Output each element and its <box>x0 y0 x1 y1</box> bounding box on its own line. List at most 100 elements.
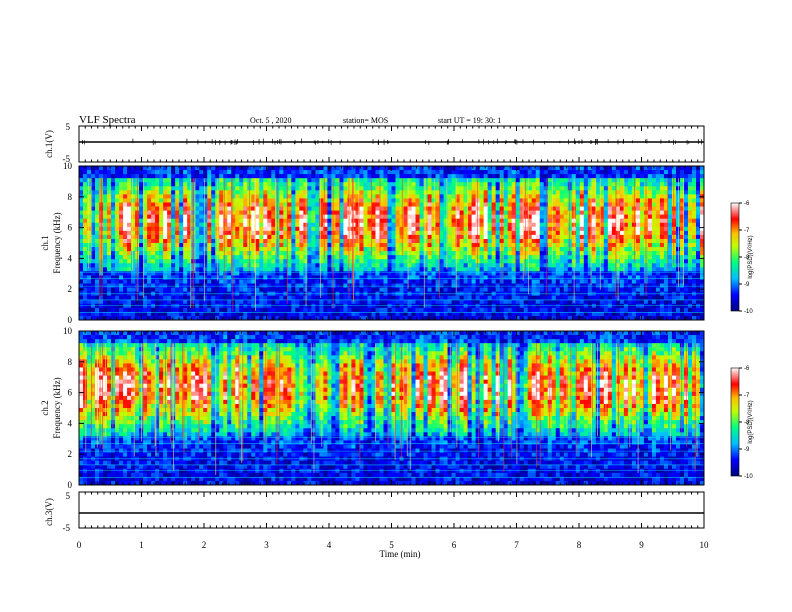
spectrogram-cell <box>555 186 561 191</box>
spectrogram-cell <box>291 267 296 272</box>
spectrogram-cell <box>343 206 348 211</box>
spectrogram-cell <box>123 186 128 191</box>
spectrogram-cell <box>439 194 444 199</box>
spectrogram-cell <box>315 210 320 215</box>
spectrogram-cell <box>367 243 372 248</box>
spectrogram-cell <box>463 251 468 256</box>
spectrogram-cell <box>579 307 585 313</box>
spectrogram-cell <box>79 295 84 301</box>
spectrogram-cell <box>267 210 272 215</box>
spectrogram-cell <box>407 315 412 321</box>
spectrogram-cell <box>175 194 180 199</box>
spectrogram-cell <box>363 271 368 276</box>
spectrogram-cell <box>547 170 553 175</box>
spectrogram-cell <box>263 303 268 309</box>
spectrogram-cell <box>171 166 176 171</box>
spectrogram-cell <box>211 206 216 211</box>
spectrogram-cell <box>511 206 516 211</box>
spectrogram-cell <box>255 283 260 288</box>
spectrogram-cell <box>227 190 232 195</box>
spectrogram-cell <box>539 247 545 252</box>
spectrogram-cell <box>431 247 436 252</box>
spectrogram-cell <box>319 186 324 191</box>
spectrogram-cell <box>223 206 228 211</box>
spectrogram-cell <box>203 226 208 232</box>
spectrogram-cell <box>363 202 368 207</box>
spectrogram-cell <box>539 267 545 272</box>
spectrogram-cell <box>483 259 488 264</box>
spectrogram-cell <box>171 299 176 305</box>
spectrogram-cell <box>207 283 212 288</box>
spectrogram-cell <box>507 222 512 228</box>
spectrogram-cell <box>199 299 204 305</box>
spectrogram-cell <box>327 287 332 292</box>
spectrogram-cell <box>383 190 388 195</box>
spectrogram-cell <box>419 226 424 232</box>
spectrogram-cell <box>419 222 424 228</box>
spectrogram-cell <box>111 166 116 171</box>
spectrogram-cell <box>287 210 292 215</box>
spectrogram-cell <box>523 206 529 211</box>
spectrogram-cell <box>511 255 516 260</box>
spectrogram-cell <box>111 170 116 175</box>
spectrogram-cell <box>531 230 537 236</box>
spectrogram-cell <box>435 178 440 183</box>
spectrogram-cell <box>339 186 344 191</box>
spectrogram-cell <box>547 222 553 228</box>
spectrogram-cell <box>275 271 280 276</box>
spectrogram-cell <box>439 263 444 268</box>
spectrogram-cell <box>331 263 336 268</box>
spectrogram-cell <box>123 238 128 244</box>
spectrogram-cell <box>399 214 404 219</box>
spectrogram-cell <box>479 279 484 284</box>
spectrogram-cell <box>115 174 120 179</box>
spectrogram-cell <box>87 178 92 183</box>
spectrogram-cell <box>235 218 240 224</box>
spectrogram-cell <box>279 275 284 280</box>
spectrogram-cell <box>319 202 324 207</box>
spectrogram-cell <box>375 251 380 256</box>
spectrogram-cell <box>455 251 460 256</box>
spectrogram-cell <box>383 218 388 224</box>
spectrogram-cell <box>559 283 565 288</box>
spectrogram-cell <box>95 263 100 268</box>
spectrogram-cell <box>555 263 561 268</box>
spectrogram-cell <box>439 198 444 203</box>
spectrogram-cell <box>307 315 312 321</box>
spectrogram-cell <box>335 190 340 195</box>
spectrogram-cell <box>411 174 416 179</box>
spectrogram-cell <box>267 275 272 280</box>
spectrogram-cell <box>399 174 404 179</box>
spectrogram-cell <box>427 275 432 280</box>
spectrogram-cell <box>279 202 284 207</box>
spectrogram-cell <box>131 194 136 199</box>
spectrogram-cell <box>527 182 533 187</box>
spectrogram-cell <box>283 271 288 276</box>
spectrogram-cell <box>207 234 212 240</box>
spectrogram-cell <box>391 230 396 236</box>
spectrogram-cell <box>79 222 84 228</box>
spectrogram-cell <box>235 202 240 207</box>
spectrogram-cell <box>407 234 412 240</box>
spectrogram-cell <box>403 259 408 264</box>
spectrogram-cell <box>419 283 424 288</box>
spectrogram-cell <box>431 182 436 187</box>
spectrogram-cell <box>287 194 292 199</box>
spectrogram-cell <box>331 194 336 199</box>
spectrogram-cell <box>415 166 420 171</box>
spectrogram-cell <box>87 234 92 240</box>
spectrogram-cell <box>531 275 537 280</box>
spectrogram-cell <box>391 311 396 317</box>
spectrogram-cell <box>459 166 464 171</box>
spectrogram-cell <box>343 307 348 313</box>
spectrogram-cell <box>527 275 533 280</box>
spectrogram-cell <box>347 174 352 179</box>
spectrogram-cell <box>583 234 589 240</box>
spectrogram-cell <box>207 259 212 264</box>
spectrogram-cell <box>395 283 400 288</box>
spectrogram-cell <box>243 230 248 236</box>
spectrogram-cell <box>175 170 180 175</box>
spectrogram-cell <box>175 206 180 211</box>
spectrogram-cell <box>331 275 336 280</box>
spectrogram-cell <box>487 279 492 284</box>
